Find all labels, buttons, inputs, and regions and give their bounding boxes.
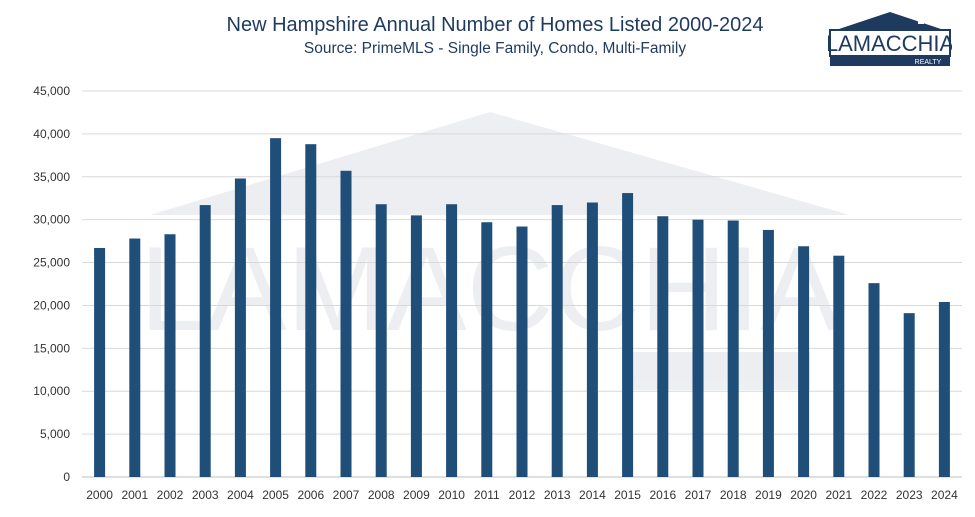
bar-2020	[798, 246, 810, 477]
bar-2003	[199, 205, 211, 477]
y-tick-label: 35,000	[33, 170, 70, 184]
x-tick-label: 2012	[509, 488, 536, 502]
bar-2016	[657, 216, 669, 478]
y-tick-label: 25,000	[33, 256, 70, 270]
bar-2017	[692, 219, 704, 477]
bar-2002	[164, 234, 176, 477]
bar-2000	[94, 247, 106, 477]
bar-2013	[551, 205, 563, 477]
chart-subtitle: Source: PrimeMLS - Single Family, Condo,…	[303, 40, 687, 57]
x-tick-label: 2003	[192, 488, 219, 502]
logo-tagline: REALTY	[915, 59, 942, 66]
bar-2021	[833, 255, 845, 477]
y-tick-label: 0	[63, 470, 70, 484]
y-axis-ticks: 0 5,000 10,000 15,000 20,000 25,000 30,000 35,0…	[33, 84, 70, 484]
bar-2018	[727, 220, 739, 477]
x-tick-label: 2000	[86, 488, 113, 502]
x-tick-label: 2018	[720, 488, 747, 502]
bar-2019	[762, 229, 774, 477]
x-tick-label: 2008	[368, 488, 395, 502]
x-tick-label: 2019	[755, 488, 782, 502]
x-tick-label: 2006	[297, 488, 324, 502]
y-tick-label: 45,000	[33, 84, 70, 98]
y-tick-label: 40,000	[33, 127, 70, 141]
bar-2011	[481, 222, 493, 477]
bar-2015	[622, 193, 634, 477]
lamacchia-logo: LAMACCHIA REALTY	[828, 12, 952, 66]
x-tick-label: 2010	[438, 488, 465, 502]
x-tick-label: 2017	[685, 488, 712, 502]
bar-2022	[868, 283, 880, 477]
x-tick-label: 2005	[262, 488, 289, 502]
x-tick-label: 2001	[121, 488, 148, 502]
x-tick-label: 2007	[333, 488, 360, 502]
bar-2008	[375, 204, 387, 477]
x-tick-label: 2015	[614, 488, 641, 502]
bar-2014	[586, 202, 598, 477]
x-tick-label: 2020	[790, 488, 817, 502]
y-tick-label: 30,000	[33, 213, 70, 227]
x-tick-label: 2016	[649, 488, 676, 502]
bar-2023	[903, 313, 915, 477]
bar-2004	[234, 178, 246, 477]
x-tick-label: 2004	[227, 488, 254, 502]
x-tick-label: 2021	[825, 488, 852, 502]
bar-2009	[410, 215, 422, 477]
x-tick-label: 2014	[579, 488, 606, 502]
logo-name: LAMACCHIA	[828, 31, 952, 56]
bar-2010	[446, 204, 458, 477]
x-tick-label: 2023	[896, 488, 923, 502]
logo-window-icon	[918, 18, 924, 24]
y-tick-label: 20,000	[33, 298, 70, 312]
x-axis-ticks: 2000 2001 2002 2003 2004 2005 2006 2007 2008 2009…	[86, 488, 958, 502]
bar-2024	[938, 302, 950, 477]
x-tick-label: 2002	[157, 488, 184, 502]
bar-2012	[516, 226, 528, 477]
x-tick-label: 2009	[403, 488, 430, 502]
y-tick-label: 5,000	[40, 427, 70, 441]
bar-2007	[340, 170, 352, 478]
logo-box	[829, 29, 951, 57]
bars	[94, 138, 950, 478]
chart-title: New Hampshire Annual Number of Homes Lis…	[226, 14, 764, 36]
x-tick-label: 2011	[474, 488, 500, 502]
bar-2006	[305, 144, 317, 477]
y-tick-label: 15,000	[33, 341, 70, 355]
bar-2005	[270, 138, 282, 477]
logo-roof	[836, 12, 944, 30]
x-tick-label: 2024	[931, 488, 958, 502]
logo-tagline-band	[830, 56, 950, 66]
x-tick-label: 2013	[544, 488, 571, 502]
y-tick-label: 10,000	[33, 384, 70, 398]
bar-2001	[129, 238, 141, 477]
x-tick-label: 2022	[861, 488, 888, 502]
